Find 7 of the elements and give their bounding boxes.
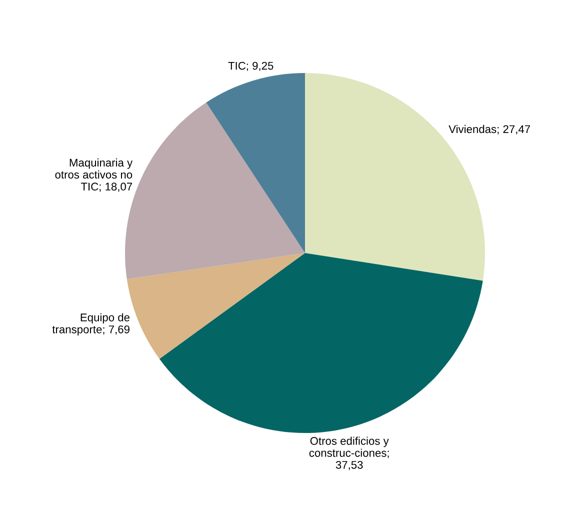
slice-label: Otros edificios y construc-ciones; 37,53 [309,436,389,470]
pie-slice [159,253,483,433]
slice-label: Maquinaria y otros activos no TIC; 18,07 [55,158,133,192]
slice-label: Viviendas; 27,47 [448,124,530,134]
slice-label: Equipo de transporte; 7,69 [52,313,130,336]
pie-slice [206,73,305,253]
slice-label: TIC; 9,25 [228,62,274,72]
